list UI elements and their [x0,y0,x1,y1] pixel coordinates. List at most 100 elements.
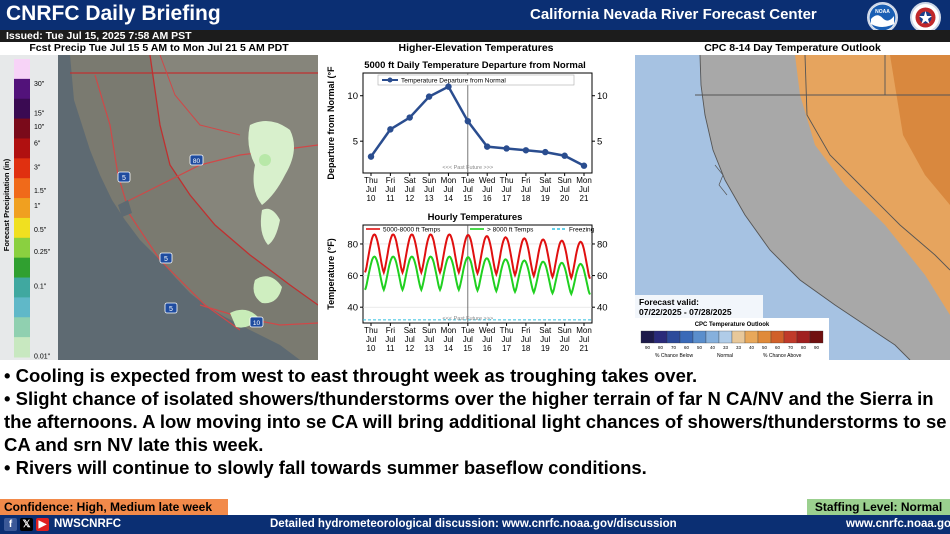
issued-timestamp: Issued: Tue Jul 15, 2025 7:58 AM PST [0,30,950,42]
precip-panel-title: Fcst Precip Tue Jul 15 5 AM to Mon Jul 2… [29,42,289,54]
cpc-legend-swatch [757,330,772,344]
hourly-chart-xtick-date: 10 [367,344,376,353]
cpc-legend-swatch [679,330,694,344]
nws-logo-icon[interactable] [910,2,941,33]
departure-chart-plot-frame [362,72,593,174]
hourly-chart-xtick-date: 11 [386,344,395,353]
precip-legend-tick: 1" [34,203,41,210]
svg-text:10: 10 [253,320,261,327]
departure-chart-xtick-month: Jul [424,185,434,194]
cpc-legend-tick: 50 [697,345,703,350]
departure-chart-xtick-day: Thu [364,176,378,185]
social-handle[interactable]: NWSCNRFC [54,518,122,530]
cpc-legend-swatch [809,330,824,344]
svg-text:80: 80 [193,158,201,165]
departure-chart-title: 5000 ft Daily Temperature Departure from… [364,60,586,71]
facebook-icon[interactable]: f [4,518,17,531]
hourly-chart-xtick-date: 21 [580,344,589,353]
hourly-chart-ytick-right: 40 [597,303,608,314]
departure-chart-xtick-date: 12 [405,194,414,203]
departure-chart-ytick-left: 10 [347,91,358,102]
cpc-legend-tick: 70 [671,345,677,350]
precip-legend-tick: 3" [34,164,41,171]
cpc-legend-tick: 50 [762,345,768,350]
cpc-legend-tick: 70 [788,345,794,350]
departure-chart-xtick-date: 16 [483,194,492,203]
hourly-chart-xtick-date: 15 [463,344,472,353]
departure-chart-xtick-day: Fri [386,176,396,185]
hourly-chart-ytick-left: 80 [347,239,358,250]
hourly-chart-legend-label: 5000-8000 ft Temps [383,227,441,234]
youtube-icon[interactable]: ▶ [36,518,49,531]
hourly-chart-xtick-date: 18 [521,344,530,353]
precip-area [248,121,294,205]
hourly-chart-xtick-day: Fri [386,326,396,335]
highway-shield-i5-south: 5 [164,302,178,314]
hourly-chart-ylabel: Temperature (°F) [326,238,336,309]
cpc-legend-title: CPC Temperature Outlook [695,322,770,328]
cpc-legend-swatch [640,330,655,344]
precip-legend-tick: 6" [34,140,41,147]
precip-legend-swatch [14,198,30,219]
departure-chart-xtick-month: Jul [560,185,570,194]
precip-map[interactable]: 5 80 5 5 10 30" 15" 10" 6" 3" 1.5" 1" 0.5" 0.25"… [0,55,318,360]
cpc-legend-swatch [783,330,798,344]
forecast-valid-range: 07/22/2025 - 07/28/2025 [639,307,732,317]
departure-chart-xtick-month: Jul [579,185,589,194]
departure-point [522,147,530,154]
departure-chart-ytick-left: 5 [353,137,358,148]
departure-chart-xtick-day: Tue [461,176,475,185]
temperature-charts[interactable]: 5000 ft Daily Temperature Departure from… [320,55,632,360]
departure-chart-xtick-month: Jul [540,185,550,194]
hourly-chart-xtick-month: Jul [560,335,570,344]
departure-point [561,152,568,159]
precip-legend-tick: 15" [34,111,45,118]
cpc-legend-tick: 60 [684,345,690,350]
discussion-link[interactable]: Detailed hydrometeorological discussion:… [270,518,677,530]
hourly-chart-xtick-month: Jul [443,335,453,344]
precip-legend-tick: 10" [34,124,45,131]
svg-text:5: 5 [169,306,173,313]
departure-chart-ylabel: Departure from Normal (°F [326,66,336,180]
precip-legend-swatch [14,98,30,120]
hourly-chart-xtick-day: Thu [500,326,514,335]
departure-chart-legend [377,74,575,86]
x-icon[interactable]: 𝕏 [20,518,33,531]
departure-chart-xtick-day: Mon [441,176,457,185]
noaa-logo-text: NOAA [875,9,890,15]
departure-chart-xtick-month: Jul [366,185,376,194]
cpc-panel-title: CPC 8-14 Day Temperature Outlook [704,42,881,54]
cpc-legend-tick: 33 [736,345,742,350]
departure-chart-xtick-month: Jul [443,185,453,194]
cpc-outlook-map[interactable]: Forecast valid: 07/22/2025 - 07/28/2025 … [635,55,950,360]
cpc-legend-swatch [770,330,785,344]
departure-chart-xtick-day: Thu [500,176,514,185]
hourly-chart-xtick-day: Sat [539,326,552,335]
hourly-chart-xtick-date: 16 [483,344,492,353]
hourly-chart-annotation: <<< Past Future >>> [442,316,493,322]
forecast-valid-label: Forecast valid: [639,297,699,307]
noaa-logo-icon[interactable]: NOAA [867,2,898,33]
cpc-legend-tick: 80 [658,345,664,350]
highway-shield-i5-central: 5 [159,252,173,264]
cpc-legend-tick: 40 [710,345,716,350]
precip-legend-swatch [14,297,30,318]
hourly-chart-xtick-day: Mon [576,326,592,335]
departure-chart-xtick-month: Jul [501,185,511,194]
precip-legend-swatch [14,138,30,159]
site-link[interactable]: www.cnrfc.noaa.gov [846,518,950,530]
departure-chart-xtick-month: Jul [482,185,492,194]
cpc-legend-tick: 40 [749,345,755,350]
confidence-badge: Confidence: High, Medium late week [0,499,228,515]
departure-chart-xtick-month: Jul [463,185,473,194]
cpc-legend-swatch [796,330,811,344]
cpc-legend-tick: 80 [801,345,807,350]
departure-chart-xtick-day: Sun [558,176,572,185]
above-high-area [890,55,950,205]
hourly-chart-xtick-month: Jul [521,335,531,344]
hourly-chart-xtick-day: Sun [422,326,436,335]
departure-chart-xtick-date: 11 [386,194,395,203]
hourly-chart-xtick-day: Mon [441,326,457,335]
departure-chart-ytick-right: 10 [597,91,608,102]
page-title: CNRFC Daily Briefing [6,2,221,25]
